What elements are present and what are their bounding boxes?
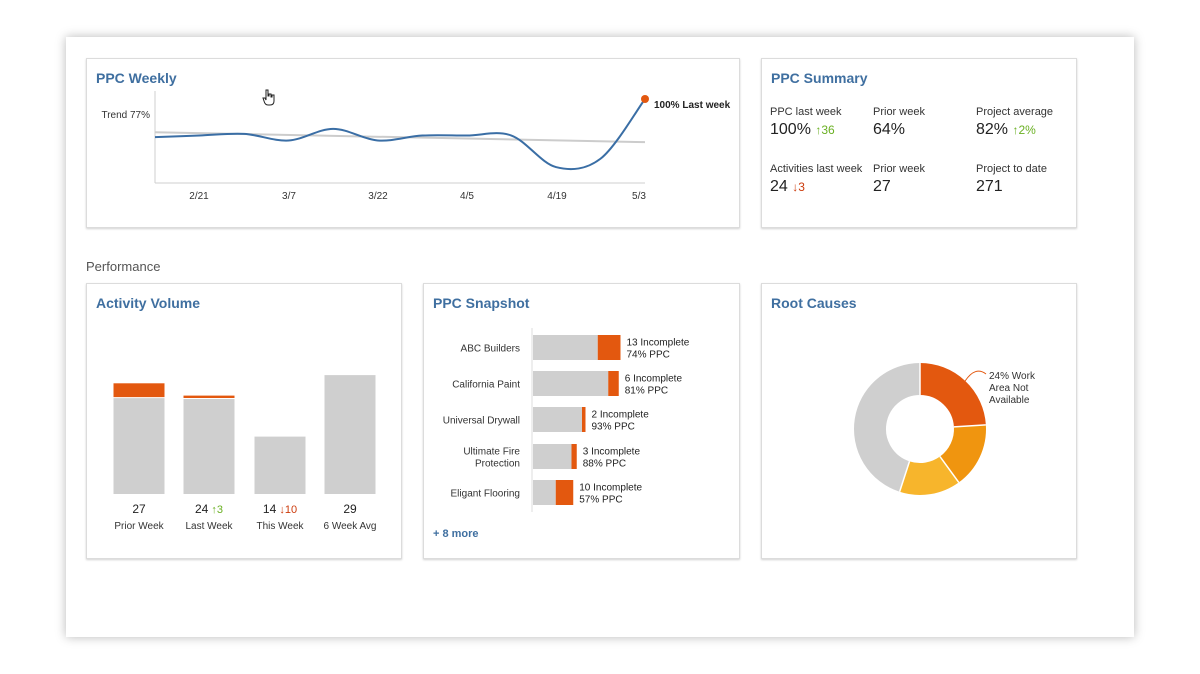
- volume-bar-incomplete: [183, 395, 235, 399]
- performance-section-label: Performance: [86, 259, 161, 274]
- x-tick-label: 2/21: [189, 191, 209, 202]
- summary-stat-label: Project to date: [976, 163, 1047, 175]
- summary-stat: Project average 82% ↑2%: [976, 106, 1053, 139]
- snapshot-bar-incomplete: [571, 444, 577, 469]
- donut-slice: [939, 424, 986, 483]
- volume-bar: [183, 398, 235, 494]
- summary-stat-label: Project average: [976, 106, 1054, 118]
- root-causes-title: Root Causes: [771, 295, 857, 311]
- annotation-label: Available: [989, 395, 1030, 406]
- snapshot-ppc-label: 93% PPC: [592, 422, 635, 433]
- ppc-snapshot-title: PPC Snapshot: [433, 295, 530, 311]
- volume-value-label: 14 ↓10: [263, 502, 297, 516]
- summary-stat-label: Prior week: [873, 163, 925, 175]
- snapshot-incomplete-label: 3 Incomplete: [583, 447, 641, 458]
- x-tick-label: 4/5: [460, 191, 474, 202]
- volume-bar: [113, 397, 165, 494]
- summary-stat-value: 64%: [873, 121, 906, 138]
- annotation-label: 24% Work: [989, 371, 1036, 382]
- endpoint-label: 100% Last week: [654, 100, 731, 111]
- snapshot-bar-incomplete: [597, 335, 621, 360]
- snapshot-bar-incomplete: [555, 480, 574, 505]
- volume-value-label: 24 ↑3: [195, 502, 223, 516]
- snapshot-bar-incomplete: [608, 371, 619, 396]
- trend-label: Trend 77%: [101, 110, 150, 121]
- ppc-series-line: [154, 98, 646, 171]
- summary-stat-label: Prior week: [873, 106, 925, 118]
- snapshot-incomplete-label: 13 Incomplete: [627, 338, 690, 349]
- activity-volume-chart: 27 Prior Week 24 ↑3 Last Week 14 ↓10 This Wee…: [113, 375, 377, 532]
- activity-volume-title: Activity Volume: [96, 295, 200, 311]
- summary-stat: Prior week 64%: [873, 106, 925, 139]
- volume-category-label: 6 Week Avg: [324, 521, 377, 532]
- volume-category-label: Prior Week: [114, 521, 164, 532]
- summary-stat: PPC last week 100% ↑36: [770, 106, 842, 139]
- snapshot-incomplete-label: 6 Incomplete: [625, 374, 683, 385]
- summary-stat-value: 271: [976, 178, 1003, 195]
- snapshot-category-label: Universal Drywall: [443, 416, 520, 427]
- summary-stat: Project to date 271: [976, 163, 1047, 196]
- slice-separator: [898, 461, 911, 493]
- x-tick-label: 5/3: [632, 191, 646, 202]
- snapshot-bar-complete: [533, 371, 609, 396]
- x-tick-label: 3/22: [368, 191, 388, 202]
- snapshot-incomplete-label: 2 Incomplete: [592, 410, 650, 421]
- snapshot-category-label: Eligant Flooring: [451, 489, 520, 500]
- slice-separator: [939, 456, 960, 483]
- summary-stat-label: PPC last week: [770, 106, 842, 118]
- volume-category-label: Last Week: [185, 521, 233, 532]
- snapshot-ppc-label: 57% PPC: [579, 495, 622, 506]
- root-causes-card: Root Causes 24% Work Area Not Available: [761, 283, 1077, 559]
- snapshot-bar-complete: [533, 335, 598, 360]
- snapshot-category-label: Ultimate Fire: [463, 447, 520, 458]
- annotation-leader-line: [964, 370, 987, 382]
- snapshot-ppc-label: 88% PPC: [583, 459, 626, 470]
- snapshot-category-label: Protection: [475, 459, 520, 470]
- summary-stat-value: 82% ↑2%: [976, 121, 1036, 138]
- delta-up-indicator: ↑36: [815, 123, 835, 137]
- snapshot-bar-complete: [533, 407, 582, 432]
- annotation-label: Area Not: [989, 383, 1029, 394]
- volume-bar: [254, 436, 306, 494]
- snapshot-bar-complete: [533, 480, 556, 505]
- summary-stat-value: 27: [873, 178, 891, 195]
- delta-down-indicator: ↓3: [792, 180, 805, 194]
- summary-stat-value: 100% ↑36: [770, 121, 835, 138]
- snapshot-bar-complete: [533, 444, 572, 469]
- donut-slice: [899, 455, 959, 495]
- ppc-summary-title: PPC Summary: [771, 70, 868, 86]
- summary-stat: Prior week 27: [873, 163, 925, 196]
- volume-value-label: 27: [132, 502, 146, 516]
- snapshot-ppc-label: 81% PPC: [625, 386, 668, 397]
- summary-stat-label: Activities last week: [770, 163, 863, 175]
- snapshot-bar-incomplete: [582, 407, 586, 432]
- donut-slice: [854, 363, 921, 492]
- slice-separator: [953, 424, 986, 428]
- delta-up-indicator: ↑2%: [1012, 123, 1036, 137]
- activity-volume-card: Activity Volume 27 Prior Week 24 ↑3 Last We…: [86, 283, 402, 559]
- ppc-weekly-chart: 100% Last week Trend 77% 2/21 3/7 3/22 4/5 4/1…: [101, 91, 731, 202]
- volume-value-label: 29: [343, 502, 357, 516]
- volume-bar-incomplete: [113, 383, 165, 398]
- snapshot-category-label: California Paint: [452, 380, 520, 391]
- volume-category-label: This Week: [256, 521, 304, 532]
- snapshot-incomplete-label: 10 Incomplete: [579, 483, 642, 494]
- more-subcontractors-link[interactable]: + 8 more: [433, 528, 479, 540]
- donut-slice: [919, 363, 986, 428]
- x-tick-label: 3/7: [282, 191, 296, 202]
- volume-bar: [324, 375, 376, 494]
- snapshot-category-label: ABC Builders: [461, 344, 520, 355]
- summary-stat-value: 24 ↓3: [770, 178, 805, 195]
- ppc-summary-card: PPC Summary PPC last week 100% ↑36 Prior w…: [761, 58, 1077, 228]
- summary-stat: Activities last week 24 ↓3: [770, 163, 862, 196]
- x-tick-label: 4/19: [547, 191, 567, 202]
- snapshot-ppc-label: 74% PPC: [627, 350, 670, 361]
- ppc-snapshot-card: PPC Snapshot ABC Builders 13 Incomplete 74…: [423, 283, 740, 559]
- ppc-weekly-title: PPC Weekly: [96, 70, 177, 86]
- hand-cursor-icon: [262, 89, 276, 112]
- ppc-weekly-card: PPC Weekly 100% Last week Trend 77% 2/21 3/…: [86, 58, 740, 228]
- last-week-point: [641, 95, 649, 103]
